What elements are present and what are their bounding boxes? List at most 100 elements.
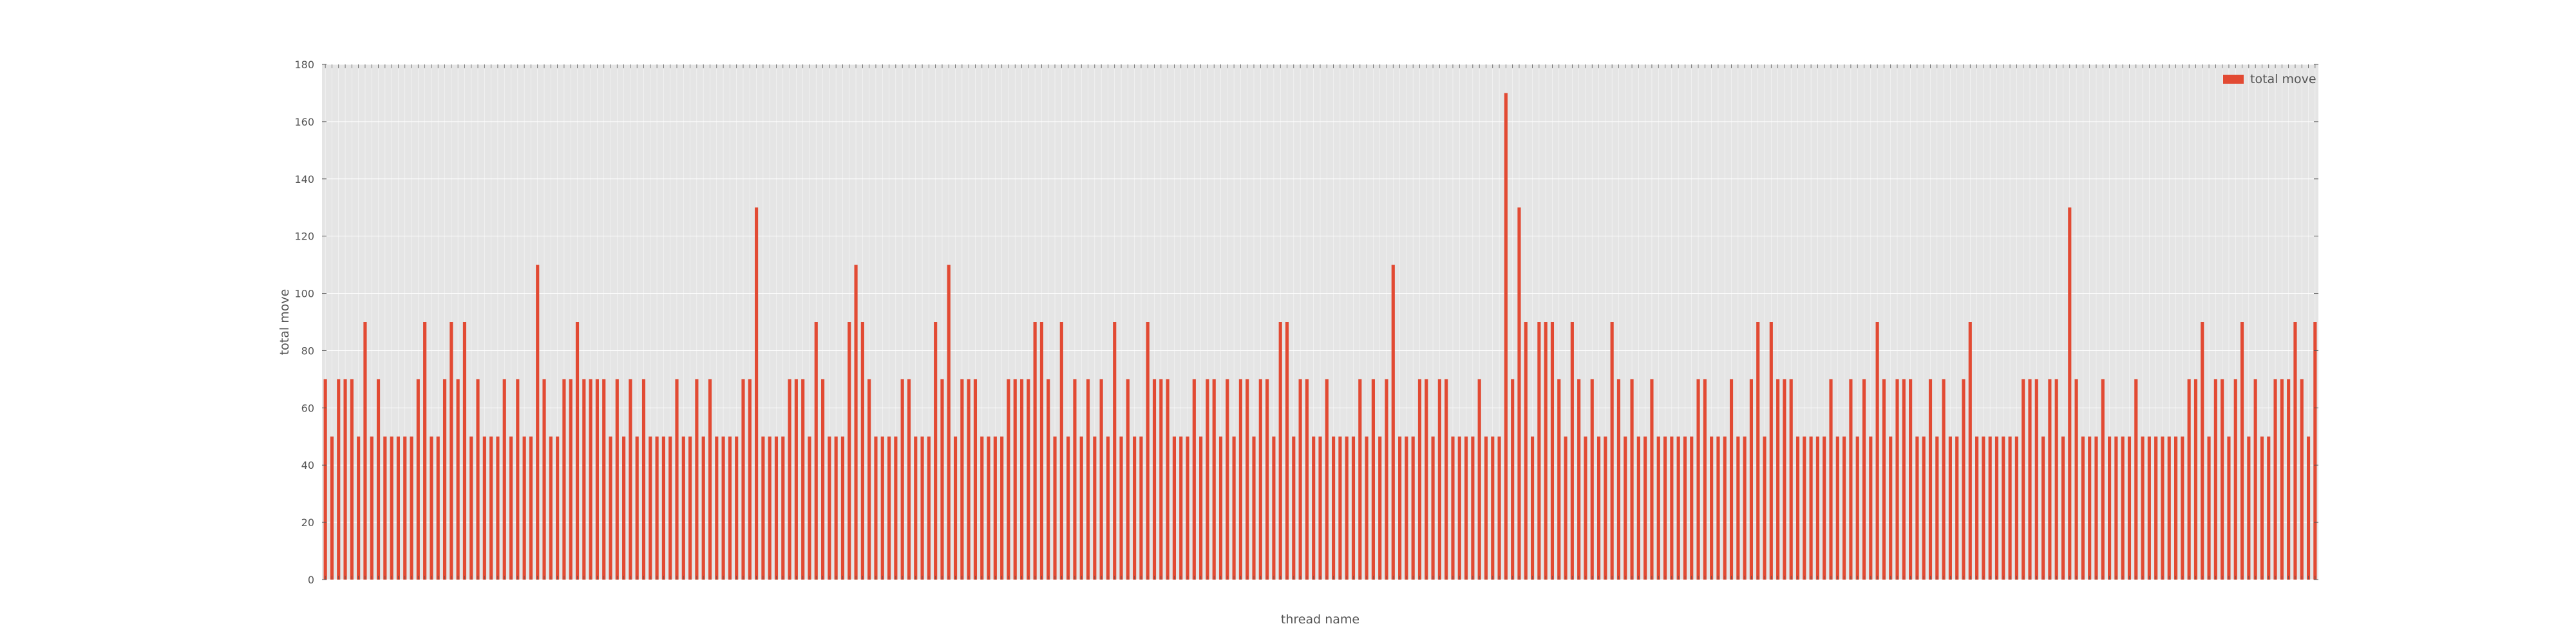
bar xyxy=(1643,436,1647,580)
bar xyxy=(1431,436,1435,580)
bar xyxy=(1875,322,1879,580)
bar xyxy=(343,379,347,580)
bar xyxy=(1285,322,1289,580)
bar xyxy=(1186,436,1189,580)
bar xyxy=(2233,379,2237,580)
bar xyxy=(1146,322,1150,580)
bar xyxy=(1451,436,1455,580)
y-tick-label: 20 xyxy=(301,516,314,529)
legend: total move xyxy=(2223,72,2316,86)
bar xyxy=(1948,436,1952,580)
bar xyxy=(450,322,453,580)
bar xyxy=(1975,436,1979,580)
bar xyxy=(1444,379,1448,580)
bar xyxy=(1000,436,1004,580)
bar xyxy=(2074,379,2078,580)
bar xyxy=(920,436,924,580)
bar xyxy=(1152,379,1157,580)
bar xyxy=(701,436,705,580)
bar xyxy=(1955,436,1959,580)
bar xyxy=(1624,436,1627,580)
bar xyxy=(1676,436,1680,580)
bar xyxy=(1106,436,1110,580)
y-tick-labels: 0 20 40 60 80 100 120 140 160 180 xyxy=(294,59,314,586)
bar xyxy=(1842,436,1846,580)
bar xyxy=(2213,379,2217,580)
bar xyxy=(668,436,672,580)
bar xyxy=(1166,379,1170,580)
bar xyxy=(2028,379,2032,580)
bar xyxy=(1630,379,1634,580)
bar xyxy=(376,379,381,580)
bar xyxy=(2121,436,2125,580)
bar xyxy=(1258,379,1262,580)
bar xyxy=(2081,436,2085,580)
bar xyxy=(1524,322,1528,580)
bar xyxy=(1590,379,1594,580)
bar xyxy=(582,379,586,580)
bar xyxy=(973,379,978,580)
bar xyxy=(761,436,765,580)
bar xyxy=(1278,322,1282,580)
bar xyxy=(456,379,460,580)
bar xyxy=(1385,379,1388,580)
bar xyxy=(1338,436,1342,580)
bar xyxy=(768,436,772,580)
bar xyxy=(1616,379,1621,580)
bar xyxy=(1815,436,1819,580)
bar xyxy=(1027,379,1030,580)
bar xyxy=(1332,436,1336,580)
bar xyxy=(2154,436,2158,580)
bar xyxy=(2127,436,2132,580)
bar xyxy=(649,436,652,580)
y-tick-label: 180 xyxy=(294,59,314,71)
bar xyxy=(848,322,851,580)
bar xyxy=(788,379,791,580)
bar xyxy=(1046,379,1050,580)
bar xyxy=(1252,436,1256,580)
bar xyxy=(1245,379,1249,580)
bar xyxy=(748,379,752,580)
bar xyxy=(1199,436,1203,580)
bar xyxy=(1265,379,1269,580)
bar xyxy=(2201,322,2204,580)
bar xyxy=(1922,436,1926,580)
bar xyxy=(894,436,898,580)
bar xyxy=(1086,379,1090,580)
bar xyxy=(350,379,354,580)
bar xyxy=(1497,436,1501,580)
bar xyxy=(2174,436,2178,580)
bar xyxy=(1007,379,1010,580)
bar xyxy=(1139,436,1143,580)
bar xyxy=(1504,93,1508,580)
bar xyxy=(781,436,785,580)
bar xyxy=(2221,379,2224,580)
bar xyxy=(602,379,606,580)
bar xyxy=(2061,436,2065,580)
bar xyxy=(2253,379,2257,580)
bar xyxy=(661,436,665,580)
bar xyxy=(834,436,838,580)
bar xyxy=(1596,436,1601,580)
bar xyxy=(1716,436,1720,580)
bar xyxy=(1053,436,1057,580)
bar xyxy=(2306,436,2311,580)
bar xyxy=(728,436,732,580)
bar xyxy=(2247,436,2251,580)
bar xyxy=(1749,379,1754,580)
bar xyxy=(1358,379,1362,580)
bar xyxy=(1729,379,1734,580)
bar xyxy=(1226,379,1229,580)
bar xyxy=(2141,436,2145,580)
bar xyxy=(1928,379,1933,580)
bar xyxy=(2300,379,2304,580)
bar xyxy=(980,436,984,580)
bar xyxy=(675,379,679,580)
bar xyxy=(1464,436,1468,580)
bar xyxy=(1345,436,1349,580)
bar xyxy=(2273,379,2277,580)
bar xyxy=(1351,436,1356,580)
bar xyxy=(1663,436,1667,580)
bar xyxy=(2108,436,2112,580)
